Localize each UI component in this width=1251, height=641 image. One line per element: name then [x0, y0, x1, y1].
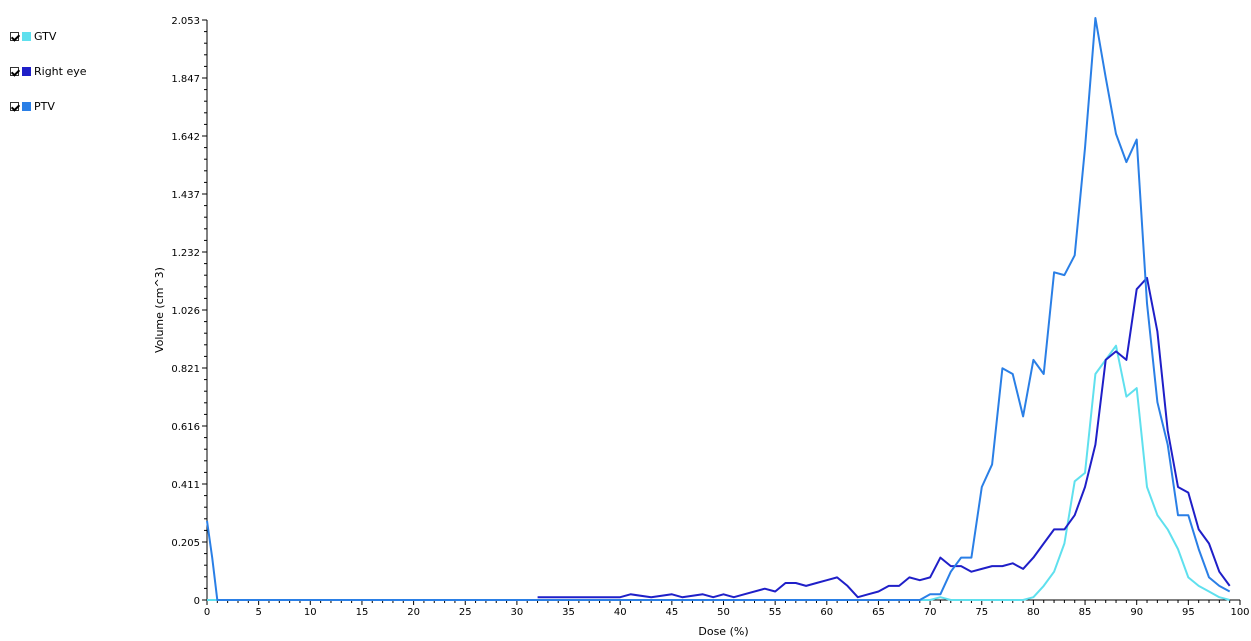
y-tick-label: 0.821: [171, 364, 200, 375]
x-tick-label: 60: [820, 607, 833, 618]
x-tick-label: 75: [975, 607, 988, 618]
checkbox-ptv[interactable]: [10, 101, 19, 111]
x-tick-label: 5: [255, 607, 261, 618]
y-tick-label: 0.616: [171, 422, 200, 433]
series-group: [206, 17, 1231, 601]
y-axis-title: Volume (cm^3): [153, 267, 166, 353]
checkbox-right-eye[interactable]: [10, 66, 19, 76]
x-tick-label: 65: [872, 607, 885, 618]
y-tick-label: 0.205: [171, 538, 200, 549]
x-tick-label: 10: [304, 607, 317, 618]
y-tick-label: 1.437: [171, 190, 200, 201]
x-tick-label: 45: [665, 607, 678, 618]
x-tick-label: 50: [717, 607, 730, 618]
y-tick-label: 2.053: [171, 16, 200, 27]
legend-label-right-eye: Right eye: [34, 64, 87, 78]
y-tick-label: 1.847: [171, 74, 200, 85]
y-tick-label: 1.026: [171, 306, 200, 317]
x-tick-label: 90: [1130, 607, 1143, 618]
checkbox-gtv[interactable]: [10, 31, 19, 41]
series-line-ptv: [206, 17, 1231, 601]
y-tick-label: 1.642: [171, 132, 200, 143]
x-tick-label: 30: [511, 607, 524, 618]
x-tick-label: 70: [924, 607, 937, 618]
y-tick-label: 0.411: [171, 480, 200, 491]
x-tick-label: 25: [459, 607, 472, 618]
legend-item-ptv[interactable]: PTV: [10, 96, 87, 116]
x-axis-title: Dose (%): [698, 625, 748, 638]
swatch-gtv: [22, 31, 31, 41]
y-tick-label: 1.232: [171, 248, 200, 259]
x-tick-label: 100: [1230, 607, 1249, 618]
x-tick-label: 40: [614, 607, 627, 618]
x-tick-label: 0: [204, 607, 210, 618]
series-line-right-eye: [537, 276, 1231, 599]
legend-label-gtv: GTV: [34, 29, 57, 43]
x-tick-label: 35: [562, 607, 575, 618]
legend-item-gtv[interactable]: GTV: [10, 26, 87, 46]
y-tick-label: 0: [194, 596, 200, 607]
x-tick-label: 80: [1027, 607, 1040, 618]
x-tick-label: 95: [1182, 607, 1195, 618]
legend: GTV Right eye PTV: [10, 26, 87, 131]
x-tick-label: 85: [1079, 607, 1092, 618]
x-tick-label: 20: [407, 607, 420, 618]
legend-label-ptv: PTV: [34, 99, 55, 113]
swatch-right-eye: [22, 66, 31, 76]
x-tick-label: 55: [769, 607, 782, 618]
legend-item-right-eye[interactable]: Right eye: [10, 61, 87, 81]
series-line-gtv: [207, 344, 1230, 601]
x-tick-label: 15: [356, 607, 369, 618]
swatch-ptv: [22, 101, 31, 111]
